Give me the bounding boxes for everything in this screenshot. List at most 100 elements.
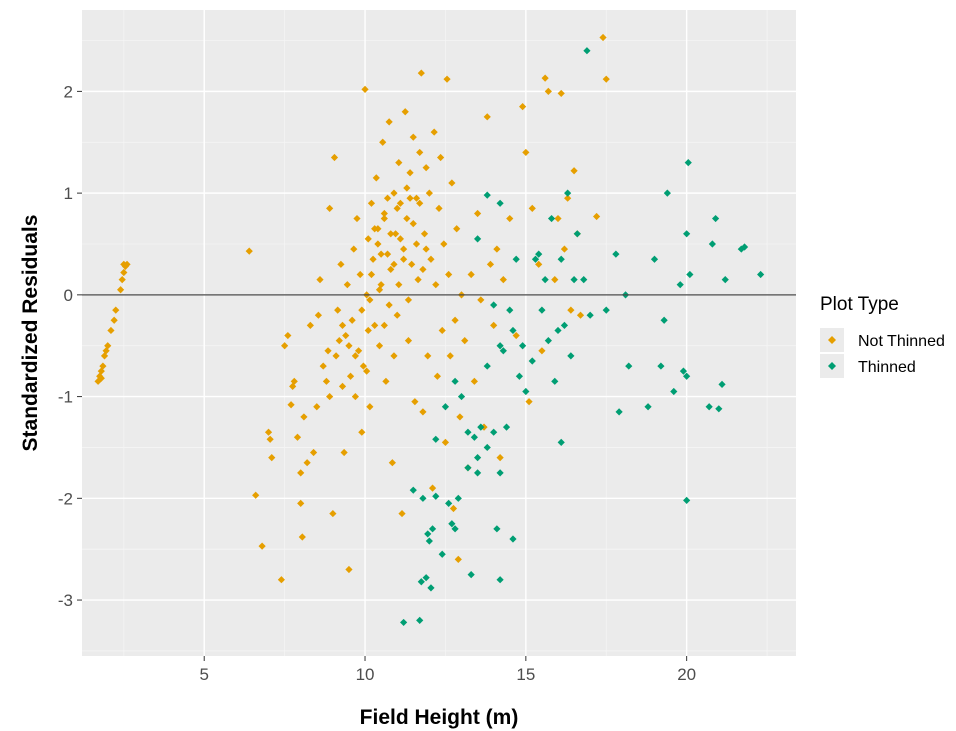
data-point xyxy=(440,240,448,248)
data-point xyxy=(541,275,549,284)
data-point xyxy=(557,255,565,263)
data-point xyxy=(554,214,562,223)
legend-marker-not-thinned xyxy=(828,336,836,344)
data-point xyxy=(380,214,388,223)
data-point xyxy=(441,403,450,411)
data-point xyxy=(740,243,749,251)
data-point xyxy=(380,209,388,218)
data-point xyxy=(404,296,413,304)
data-point xyxy=(592,212,601,221)
data-point xyxy=(483,191,491,199)
data-point xyxy=(557,89,565,98)
data-point xyxy=(335,337,343,345)
data-point xyxy=(544,337,552,345)
data-point xyxy=(506,306,514,314)
data-point xyxy=(683,230,691,238)
data-point xyxy=(290,377,298,385)
data-point xyxy=(705,403,713,411)
data-point xyxy=(493,525,501,533)
data-point xyxy=(708,240,716,248)
data-point xyxy=(425,537,433,545)
y-tick-label: -3 xyxy=(58,591,73,610)
data-point xyxy=(364,326,372,335)
data-point xyxy=(408,260,416,268)
data-point xyxy=(366,296,374,304)
data-point xyxy=(116,286,125,294)
data-point xyxy=(715,405,723,413)
data-point xyxy=(375,342,384,350)
data-point xyxy=(326,392,334,401)
data-point xyxy=(451,316,459,324)
data-point xyxy=(432,281,440,289)
data-point xyxy=(483,113,491,121)
data-point xyxy=(99,362,107,370)
data-point xyxy=(353,214,361,223)
data-point xyxy=(390,189,398,197)
data-point xyxy=(451,525,459,533)
data-point xyxy=(615,408,623,416)
data-point xyxy=(303,459,311,467)
y-tick-label: 2 xyxy=(64,82,73,101)
data-point xyxy=(393,311,401,319)
data-point xyxy=(573,230,581,238)
data-point xyxy=(346,372,355,380)
data-point xyxy=(544,87,552,95)
data-point xyxy=(519,103,527,111)
data-point xyxy=(409,133,417,141)
data-point xyxy=(383,250,392,258)
data-point xyxy=(396,235,405,243)
data-point xyxy=(419,408,427,416)
data-point xyxy=(427,584,435,592)
data-point xyxy=(625,362,633,370)
data-point xyxy=(277,576,286,584)
panel-background xyxy=(82,10,796,656)
x-tick-label: 15 xyxy=(516,665,535,684)
data-point xyxy=(428,484,437,492)
data-point xyxy=(443,75,451,83)
data-point xyxy=(411,398,419,406)
data-point xyxy=(298,533,306,541)
data-point xyxy=(684,158,692,167)
data-point xyxy=(313,403,321,411)
data-point xyxy=(496,469,504,477)
data-point xyxy=(414,275,422,284)
data-point xyxy=(419,265,427,274)
data-point xyxy=(509,326,517,335)
data-point xyxy=(515,372,524,380)
data-point xyxy=(417,69,425,77)
data-point xyxy=(390,352,398,360)
data-point xyxy=(490,428,498,436)
data-point xyxy=(385,301,393,309)
data-point xyxy=(416,199,424,207)
data-point xyxy=(454,494,462,502)
data-point xyxy=(314,311,322,319)
data-point xyxy=(499,275,507,284)
data-point xyxy=(456,413,464,421)
data-point xyxy=(454,555,462,563)
data-point xyxy=(467,571,475,579)
data-point xyxy=(490,321,498,329)
data-point xyxy=(245,247,253,255)
data-point xyxy=(324,347,332,355)
x-tick-label: 5 xyxy=(199,665,208,684)
data-point xyxy=(343,281,351,289)
data-point xyxy=(322,377,331,385)
data-point xyxy=(445,499,453,508)
data-point xyxy=(348,316,356,324)
data-point xyxy=(663,189,671,197)
data-point xyxy=(400,255,408,263)
data-point xyxy=(351,352,359,360)
data-point xyxy=(400,618,408,627)
data-point xyxy=(97,374,105,382)
data-point xyxy=(580,275,588,284)
data-point xyxy=(383,194,392,202)
data-point xyxy=(409,220,417,228)
data-point xyxy=(350,245,358,253)
data-point xyxy=(519,342,527,350)
data-point xyxy=(432,435,440,443)
data-point xyxy=(464,428,472,436)
data-point xyxy=(329,509,337,518)
data-point xyxy=(412,240,421,248)
data-point xyxy=(287,401,295,409)
legend-marker-thinned xyxy=(828,362,836,370)
